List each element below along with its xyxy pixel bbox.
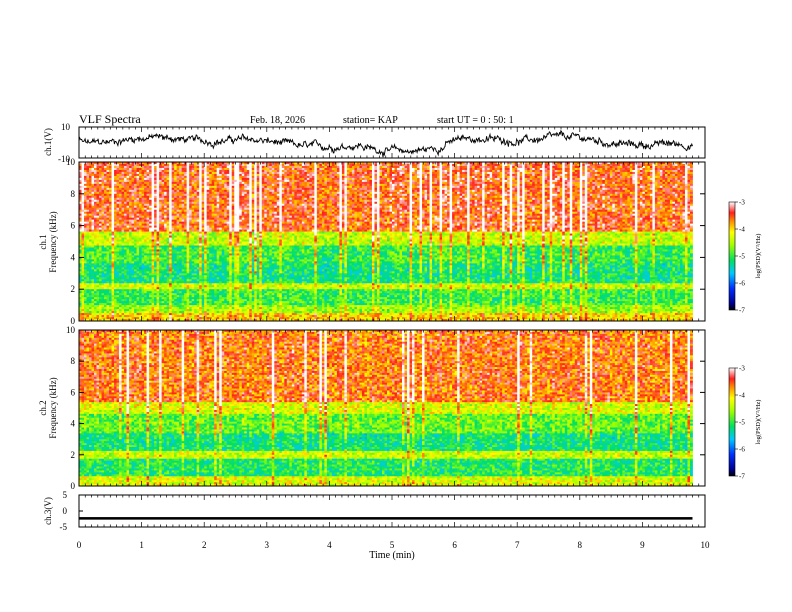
ch1-ylabel: ch.1(V) xyxy=(43,128,53,156)
ch1-waveform xyxy=(79,131,693,157)
figure-title: VLF Spectra xyxy=(79,112,141,126)
ch1-panel: 10 -10 ch.1(V) xyxy=(43,122,705,164)
ch1-spectrogram-image xyxy=(79,162,693,321)
station-label: station= KAP xyxy=(343,115,398,126)
date-label: Feb. 18, 2026 xyxy=(250,115,305,126)
ch1-ytick-top: 10 xyxy=(61,122,71,132)
vlf-spectra-figure: VLF Spectra Feb. 18, 2026 station= KAP s… xyxy=(0,0,792,612)
start-ut-label: start UT = 0 : 50: 1 xyxy=(437,115,514,126)
